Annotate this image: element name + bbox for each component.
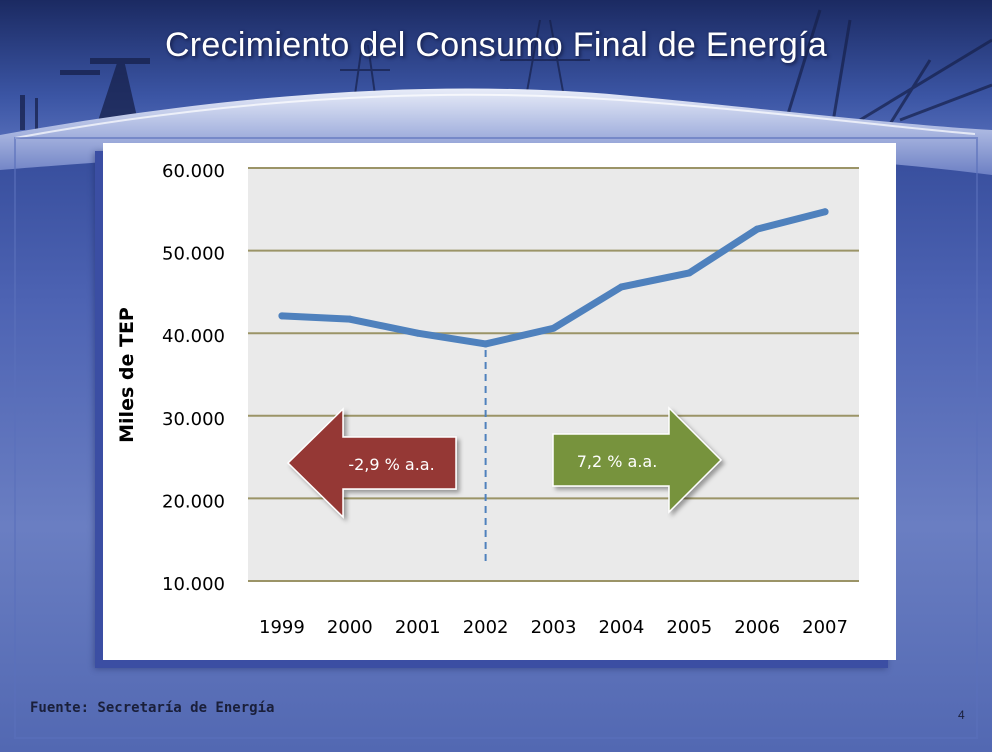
trend-rate-label: -2,9 % a.a. xyxy=(348,455,434,474)
x-tick-label: 2001 xyxy=(395,617,441,638)
source-note: Fuente: Secretaría de Energía xyxy=(30,700,275,716)
data-point-2005 xyxy=(685,269,693,277)
y-axis-label: Miles de TEP xyxy=(116,307,138,443)
data-point-1999 xyxy=(278,312,286,320)
data-point-2001 xyxy=(414,329,422,337)
y-tick-label: 40.000 xyxy=(162,326,225,347)
data-point-2006 xyxy=(753,225,761,233)
y-tick-label: 20.000 xyxy=(162,491,225,512)
x-tick-label: 2003 xyxy=(531,617,577,638)
y-tick-label: 60.000 xyxy=(162,161,225,182)
y-tick-label: 10.000 xyxy=(162,574,225,595)
slide-title: Crecimiento del Consumo Final de Energía xyxy=(164,26,828,64)
page-number: 4 xyxy=(958,708,965,722)
data-point-2003 xyxy=(550,324,557,332)
x-tick-label: 2006 xyxy=(734,617,780,638)
x-tick-label: 2002 xyxy=(463,617,509,638)
x-tick-label: 2004 xyxy=(598,617,644,638)
x-tick-label: 2005 xyxy=(666,617,712,638)
x-tick-label: 1999 xyxy=(259,617,305,638)
y-tick-label: 30.000 xyxy=(162,409,225,430)
plot-area xyxy=(248,168,859,581)
trend-arrow-right xyxy=(552,406,723,514)
x-tick-label: 2000 xyxy=(327,617,373,638)
x-tick-label: 2007 xyxy=(802,617,848,638)
trend-rate-label: 7,2 % a.a. xyxy=(577,452,658,471)
data-point-2007 xyxy=(821,208,829,216)
data-point-2000 xyxy=(346,315,354,323)
trend-arrow-left xyxy=(286,407,457,519)
chart-frame: 10.000 20.000 30.000 40.000 50.000 60.000 199… xyxy=(103,143,896,660)
oil-pump-icon xyxy=(20,58,150,130)
data-point-2002 xyxy=(482,340,490,348)
y-tick-label: 50.000 xyxy=(162,244,225,265)
line-chart: 10.000 20.000 30.000 40.000 50.000 60.000 199… xyxy=(116,161,859,638)
data-point-2004 xyxy=(617,283,625,291)
